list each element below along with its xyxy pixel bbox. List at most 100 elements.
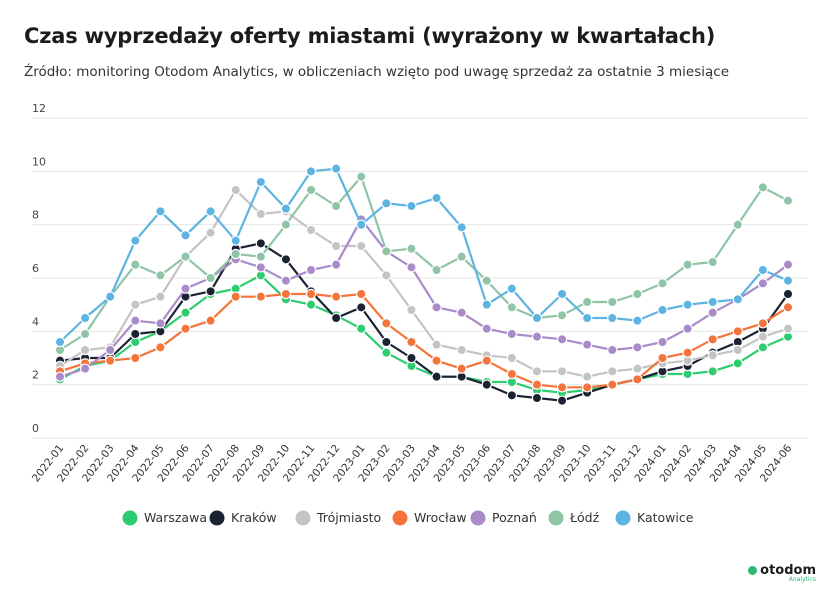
data-point	[305, 184, 317, 196]
data-point	[707, 366, 718, 377]
data-point	[406, 352, 417, 364]
data-point	[757, 318, 769, 329]
series-kraków	[54, 238, 794, 406]
data-point	[782, 288, 794, 300]
data-point	[130, 299, 141, 310]
data-point	[205, 272, 216, 284]
data-point	[782, 195, 794, 206]
data-point	[707, 307, 718, 318]
data-point	[356, 302, 367, 313]
data-point	[330, 259, 342, 270]
data-point	[280, 288, 292, 300]
data-point	[732, 326, 743, 337]
legend-marker	[209, 510, 225, 526]
data-point	[356, 240, 367, 252]
data-point	[180, 323, 191, 334]
chart-subtitle: Źródło: monitoring Otodom Analytics, w o…	[24, 64, 730, 80]
data-point	[180, 230, 191, 241]
y-tick-label: 2	[32, 369, 39, 382]
data-point	[657, 352, 668, 364]
data-point	[632, 342, 643, 353]
data-point	[531, 392, 543, 404]
data-point	[682, 259, 693, 270]
data-point	[657, 304, 668, 316]
data-point	[330, 291, 342, 302]
data-point	[506, 302, 518, 313]
data-point	[481, 299, 492, 310]
data-point	[456, 344, 467, 356]
data-point	[581, 382, 593, 393]
legend-item: Poznań	[470, 510, 537, 526]
legend-item: Katowice	[615, 510, 694, 526]
data-point	[506, 352, 518, 364]
series-katowice	[54, 163, 794, 348]
series-line	[59, 218, 789, 378]
data-point	[607, 366, 618, 377]
data-point	[105, 291, 116, 302]
data-point	[531, 366, 543, 377]
y-axis-ticks: 0 2 4 6 8 10 12	[32, 102, 46, 435]
data-point	[757, 342, 769, 353]
series-layer	[54, 163, 794, 406]
series-wrocław	[54, 288, 794, 393]
data-point	[381, 318, 392, 329]
data-point	[406, 336, 417, 348]
data-point	[305, 288, 317, 300]
x-axis-ticks: 2022-012022-022022-032022-042022-052022-…	[30, 442, 795, 484]
data-point	[632, 315, 643, 326]
data-point	[130, 259, 141, 270]
data-point	[782, 259, 794, 270]
y-tick-label: 10	[32, 155, 46, 168]
series-poznań	[54, 214, 794, 382]
data-point	[757, 278, 769, 289]
data-point	[531, 331, 543, 342]
data-point	[707, 350, 718, 361]
data-point	[255, 291, 267, 302]
data-point	[180, 307, 191, 318]
data-point	[581, 296, 593, 308]
series-line	[59, 242, 789, 402]
data-point	[732, 294, 743, 305]
grid-lines	[32, 117, 808, 439]
legend-item: Warszawa	[122, 510, 207, 526]
data-point	[205, 227, 216, 238]
data-point	[79, 363, 91, 374]
data-point	[556, 310, 568, 321]
data-point	[330, 163, 342, 174]
data-point	[431, 192, 442, 204]
data-point	[330, 312, 342, 324]
data-point	[130, 352, 141, 364]
data-point	[255, 238, 267, 249]
data-point	[707, 256, 718, 268]
data-point	[782, 323, 794, 334]
data-point	[330, 200, 342, 212]
legend-marker	[470, 510, 486, 526]
series-line	[59, 175, 789, 351]
data-point	[431, 355, 442, 366]
y-tick-label: 6	[32, 262, 39, 275]
data-point	[155, 206, 166, 217]
y-tick-label: 8	[32, 209, 39, 222]
data-point	[280, 254, 292, 265]
data-point	[280, 203, 292, 214]
data-point	[180, 251, 191, 262]
legend-marker	[548, 510, 564, 526]
data-point	[230, 235, 241, 246]
data-point	[155, 270, 166, 281]
data-point	[230, 248, 241, 260]
data-point	[506, 283, 518, 294]
data-point	[406, 200, 417, 212]
data-point	[657, 278, 668, 289]
data-point	[732, 344, 743, 356]
y-tick-label: 0	[32, 422, 39, 435]
data-point	[481, 275, 492, 286]
data-point	[581, 371, 593, 382]
data-point	[607, 344, 618, 356]
data-point	[607, 312, 618, 324]
legend-marker	[122, 510, 138, 526]
data-point	[381, 246, 392, 257]
data-point	[682, 323, 693, 334]
data-point	[632, 374, 643, 385]
series-line	[59, 167, 789, 343]
otodom-logo: otodom Analytics	[748, 563, 816, 583]
